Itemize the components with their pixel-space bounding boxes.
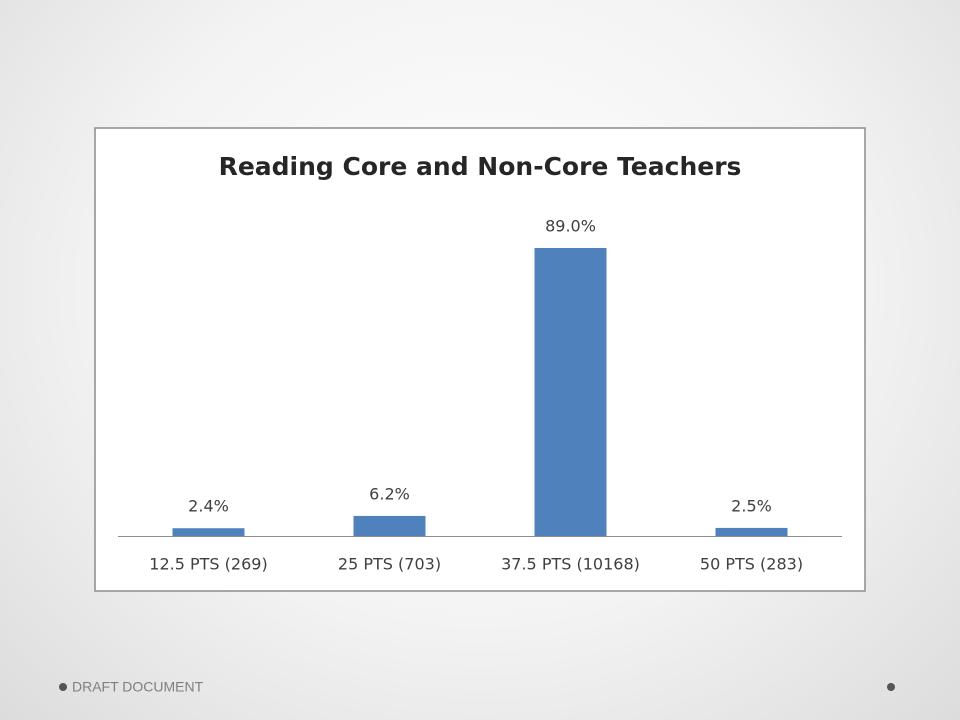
bar — [172, 528, 245, 536]
chart-frame — [94, 127, 866, 592]
chart-title: Reading Core and Non-Core Teachers — [219, 152, 742, 181]
data-label: 89.0% — [545, 217, 596, 236]
bar — [353, 515, 426, 536]
footer-dot — [887, 683, 895, 691]
x-tick-label: 12.5 PTS (269) — [149, 555, 267, 574]
footer-text: DRAFT DOCUMENT — [72, 679, 204, 695]
data-label: 2.5% — [731, 496, 772, 515]
x-tick-label: 37.5 PTS (10168) — [501, 555, 640, 574]
x-tick-label: 50 PTS (283) — [700, 555, 803, 574]
data-label: 2.4% — [188, 497, 229, 516]
x-tick-label: 25 PTS (703) — [338, 555, 441, 574]
bar — [534, 248, 607, 536]
footer-dot — [59, 683, 67, 691]
bar — [715, 527, 788, 536]
data-label: 6.2% — [369, 484, 410, 503]
